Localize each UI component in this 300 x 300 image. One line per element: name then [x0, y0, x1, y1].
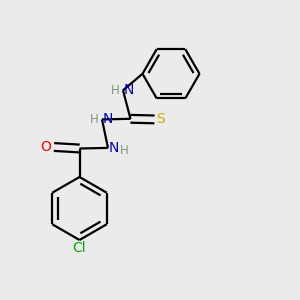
- Text: Cl: Cl: [73, 241, 86, 255]
- Text: H: H: [111, 84, 120, 97]
- Text: O: O: [41, 140, 52, 154]
- Text: H: H: [90, 113, 99, 126]
- Text: N: N: [103, 112, 113, 126]
- Text: N: N: [124, 83, 134, 97]
- Text: S: S: [156, 112, 165, 126]
- Text: H: H: [119, 144, 128, 158]
- Text: N: N: [109, 141, 119, 155]
